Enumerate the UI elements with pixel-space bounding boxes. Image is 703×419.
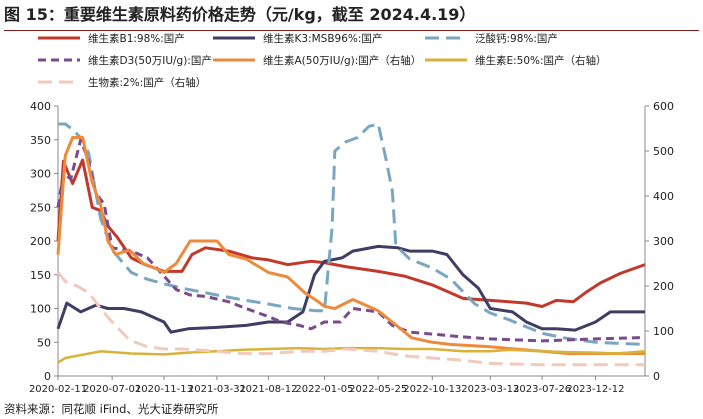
y-right-tick-label: 500 — [653, 145, 674, 158]
legend-item: 维生素A(50万IU/g):国产（右轴） — [213, 54, 421, 67]
x-tick-label: 2020-02-11 — [29, 384, 87, 395]
x-tick-label: 2022-05-25 — [349, 384, 407, 395]
legend-label: 维生素B1:98%:国产 — [88, 32, 185, 45]
series-line — [56, 271, 645, 367]
x-tick-label: 2022-01-05 — [295, 384, 353, 395]
legend-item: 维生素E:50%:国产（右轴） — [425, 54, 607, 67]
legend-label: 生物素:2%:国产（右轴） — [88, 76, 206, 89]
legend-label: 维生素K3:MSB96%:国产 — [263, 32, 382, 45]
x-tick-label: 2022-10-13 — [403, 384, 461, 395]
y-left-tick-label: 100 — [30, 303, 51, 316]
x-tick-label: 2021-03-31 — [188, 384, 246, 395]
y-left-tick-label: 350 — [30, 134, 51, 147]
legend-item: 维生素D3(50万IU/g):国产 — [38, 54, 212, 67]
y-right-tick-label: 600 — [653, 100, 674, 113]
legend-label: 维生素D3(50万IU/g):国产 — [88, 54, 212, 67]
legend-label: 维生素E:50%:国产（右轴） — [475, 54, 607, 67]
x-tick-label: 2023-12-12 — [566, 384, 624, 395]
y-right-tick-label: 0 — [653, 370, 660, 383]
x-tick-label: 2021-08-12 — [239, 384, 297, 395]
title-rule — [4, 30, 699, 31]
y-left-tick-label: 400 — [30, 100, 51, 113]
y-left-tick-label: 300 — [30, 168, 51, 181]
x-tick-label: 2023-07-26 — [513, 384, 571, 395]
legend-label: 维生素A(50万IU/g):国产（右轴） — [263, 54, 421, 67]
series-line — [56, 244, 645, 334]
y-left-tick-label: 150 — [30, 269, 51, 282]
series-line — [56, 136, 645, 355]
y-left-tick-label: 0 — [44, 370, 51, 383]
legend-label: 泛酸钙:98%:国产 — [475, 32, 558, 45]
y-right-tick-label: 100 — [653, 325, 674, 338]
y-right-tick-label: 400 — [653, 190, 674, 203]
source-note: 资料来源：同花顺 iFind、光大证券研究所 — [4, 402, 219, 416]
x-tick-label: 2023-03-13 — [461, 384, 519, 395]
series-line — [58, 122, 646, 346]
series-line — [56, 158, 646, 308]
legend-item: 维生素K3:MSB96%:国产 — [213, 32, 382, 45]
y-right-tick-label: 200 — [653, 280, 674, 293]
legend-item: 维生素B1:98%:国产 — [38, 32, 185, 45]
y-right-tick-label: 300 — [653, 235, 674, 248]
y-left-tick-label: 200 — [30, 235, 51, 248]
series-line — [56, 138, 646, 343]
x-tick-label: 2020-11-13 — [135, 384, 193, 395]
x-tick-label: 2020-07-01 — [83, 384, 141, 395]
legend-item: 泛酸钙:98%:国产 — [425, 32, 558, 45]
y-left-tick-label: 250 — [30, 201, 51, 214]
figure-title: 图 15：重要维生素原料药价格走势（元/kg，截至 2024.4.19） — [4, 5, 476, 24]
y-left-tick-label: 50 — [37, 336, 51, 349]
legend-item: 生物素:2%:国产（右轴） — [38, 76, 206, 89]
